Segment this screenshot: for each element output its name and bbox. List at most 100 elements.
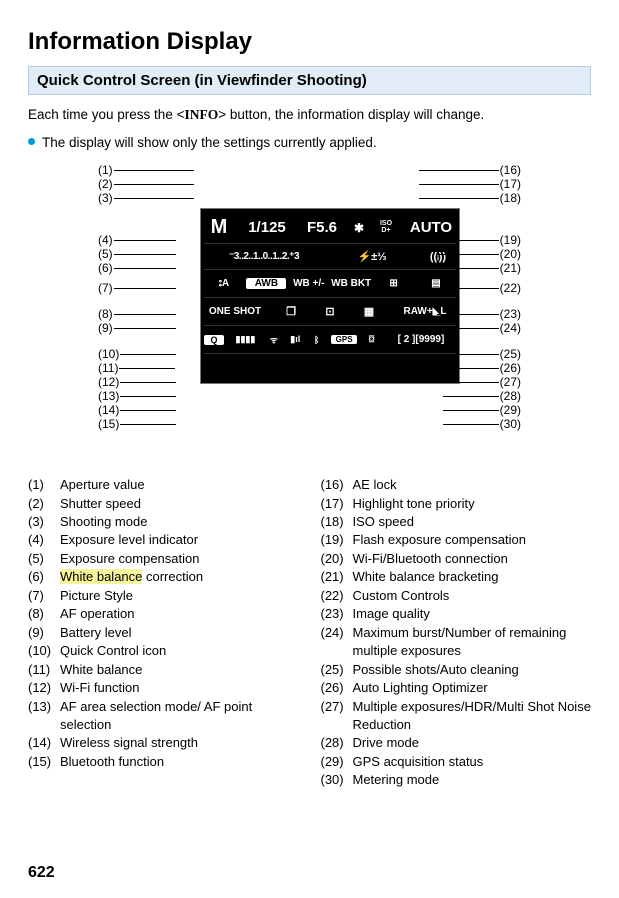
legend-item: (21)White balance bracketing	[321, 568, 592, 586]
legend: (1)Aperture value(2)Shutter speed(3)Shoo…	[28, 476, 591, 790]
page: Information Display Quick Control Screen…	[0, 0, 619, 898]
legend-item: (28)Drive mode	[321, 734, 592, 752]
callout-left: (1)	[98, 164, 194, 176]
legend-item: (2)Shutter speed	[28, 495, 299, 513]
callout-left: (13)	[98, 390, 176, 402]
legend-item: (26)Auto Lighting Optimizer	[321, 679, 592, 697]
aperture-value: F5.6	[300, 219, 344, 236]
legend-item: (23)Image quality	[321, 605, 592, 623]
callout-left: (11)	[98, 362, 175, 374]
card-icon: ⌼	[365, 334, 379, 345]
legend-item: (11)White balance	[28, 661, 299, 679]
legend-item: (6)White balance correction	[28, 568, 299, 586]
info-button-label: INFO	[184, 107, 218, 122]
callout-right: (23)	[437, 308, 521, 320]
callout-right: (22)	[437, 282, 521, 294]
signal-icon: ▮ıl	[288, 334, 302, 345]
section-subtitle: Quick Control Screen (in Viewfinder Shoo…	[28, 66, 591, 95]
lcd-diagram: M 1/125 F5.6 ✱ ISOD+ AUTO ⁻3..2..1..0..1…	[28, 160, 591, 470]
multi-exposure: ▦	[355, 305, 383, 318]
callout-left: (15)	[98, 418, 176, 430]
legend-item: (20)Wi-Fi/Bluetooth connection	[321, 550, 592, 568]
gps-icon: GPS	[331, 335, 357, 344]
wb-bracket: WB BKT	[331, 278, 371, 289]
legend-item: (17)Highlight tone priority	[321, 495, 592, 513]
legend-item: (16)AE lock	[321, 476, 592, 494]
callout-left: (14)	[98, 404, 176, 416]
callout-right: (27)	[443, 376, 521, 388]
callout-right: (30)	[443, 418, 521, 430]
intro-after: > button, the information display will c…	[218, 107, 484, 122]
legend-item: (22)Custom Controls	[321, 587, 592, 605]
metering-mode: ⊡	[316, 305, 344, 318]
lcd-row-2: ⁻3..2..1..0..1..2.⁺3 ⚡±⅓ ((ᵢ))	[204, 244, 456, 270]
legend-item: (14)Wireless signal strength	[28, 734, 299, 752]
drive-mode: ❐	[277, 305, 305, 318]
callout-right: (24)	[437, 322, 521, 334]
shots-remaining: [ 2 ][9999]	[386, 334, 456, 345]
lcd-row-5: Q ▮▮▮▮ ᯤ ▮ıl ᛒ GPS ⌼ [ 2 ][9999]	[204, 326, 456, 354]
callout-right: (25)	[443, 348, 521, 360]
legend-right-col: (16)AE lock(17)Highlight tone priority(1…	[321, 476, 592, 790]
picture-style: ⦂A	[204, 278, 244, 289]
intro-before: Each time you press the <	[28, 107, 184, 122]
callout-left: (10)	[98, 348, 176, 360]
bluetooth-icon: ᛒ	[310, 335, 324, 345]
legend-item: (15)Bluetooth function	[28, 753, 299, 771]
callout-right: (20)	[437, 248, 521, 260]
intro-text: Each time you press the <INFO> button, t…	[28, 105, 591, 125]
callout-left: (6)	[98, 262, 176, 274]
shutter-speed: 1/125	[242, 219, 292, 236]
iso-priority-icon: ISOD+	[374, 221, 398, 234]
shooting-mode: M	[204, 216, 234, 239]
legend-item: (13)AF area selection mode/ AF point sel…	[28, 698, 299, 735]
quick-control-icon: Q	[204, 335, 224, 345]
callout-left: (9)	[98, 322, 176, 334]
callout-right: (19)	[437, 234, 521, 246]
bullet-text: The display will show only the settings …	[42, 133, 377, 153]
page-number: 622	[28, 864, 55, 882]
callout-left: (2)	[98, 178, 194, 190]
page-title: Information Display	[28, 28, 591, 56]
callout-left: (5)	[98, 248, 176, 260]
wifi-icon: ᯤ	[267, 333, 281, 346]
legend-item: (25)Possible shots/Auto cleaning	[321, 661, 592, 679]
callout-right: (28)	[443, 390, 521, 402]
callout-right: (21)	[437, 262, 521, 274]
callout-left: (12)	[98, 376, 176, 388]
exposure-scale: ⁻3..2..1..0..1..2.⁺3	[204, 251, 324, 262]
callout-left: (8)	[98, 308, 176, 320]
legend-item: (8)AF operation	[28, 605, 299, 623]
legend-item: (30)Metering mode	[321, 771, 592, 789]
callout-right: (16)	[419, 164, 521, 176]
legend-item: (7)Picture Style	[28, 587, 299, 605]
flash-comp: ⚡±⅓	[349, 250, 395, 263]
callout-right: (18)	[419, 192, 521, 204]
bullet-icon	[28, 138, 35, 145]
legend-item: (12)Wi-Fi function	[28, 679, 299, 697]
lcd-screen: M 1/125 F5.6 ✱ ISOD+ AUTO ⁻3..2..1..0..1…	[200, 208, 460, 384]
legend-item: (18)ISO speed	[321, 513, 592, 531]
legend-item: (5)Exposure compensation	[28, 550, 299, 568]
bullet-note: The display will show only the settings …	[28, 133, 591, 153]
lcd-row-1: M 1/125 F5.6 ✱ ISOD+ AUTO	[204, 212, 456, 244]
legend-item: (24)Maximum burst/Number of remaining mu…	[321, 624, 592, 661]
white-balance: AWB	[246, 278, 286, 289]
af-operation: ONE SHOT	[204, 306, 266, 317]
custom-controls: ⊞	[374, 278, 414, 289]
legend-item: (4)Exposure level indicator	[28, 531, 299, 549]
battery-icon: ▮▮▮▮	[231, 334, 259, 345]
legend-item: (27)Multiple exposures/HDR/Multi Shot No…	[321, 698, 592, 735]
lcd-row-3: ⦂A AWB WB +/- WB BKT ⊞ ▤	[204, 270, 456, 298]
wb-correction: WB +/-	[289, 278, 329, 289]
callout-right: (29)	[443, 404, 521, 416]
legend-left-col: (1)Aperture value(2)Shutter speed(3)Shoo…	[28, 476, 299, 790]
legend-item: (3)Shooting mode	[28, 513, 299, 531]
ae-lock-icon: ✱	[352, 221, 366, 235]
legend-item: (29)GPS acquisition status	[321, 753, 592, 771]
legend-item: (1)Aperture value	[28, 476, 299, 494]
callout-left: (7)	[98, 282, 176, 294]
legend-item: (19)Flash exposure compensation	[321, 531, 592, 549]
callout-right: (26)	[443, 362, 521, 374]
legend-item: (9)Battery level	[28, 624, 299, 642]
